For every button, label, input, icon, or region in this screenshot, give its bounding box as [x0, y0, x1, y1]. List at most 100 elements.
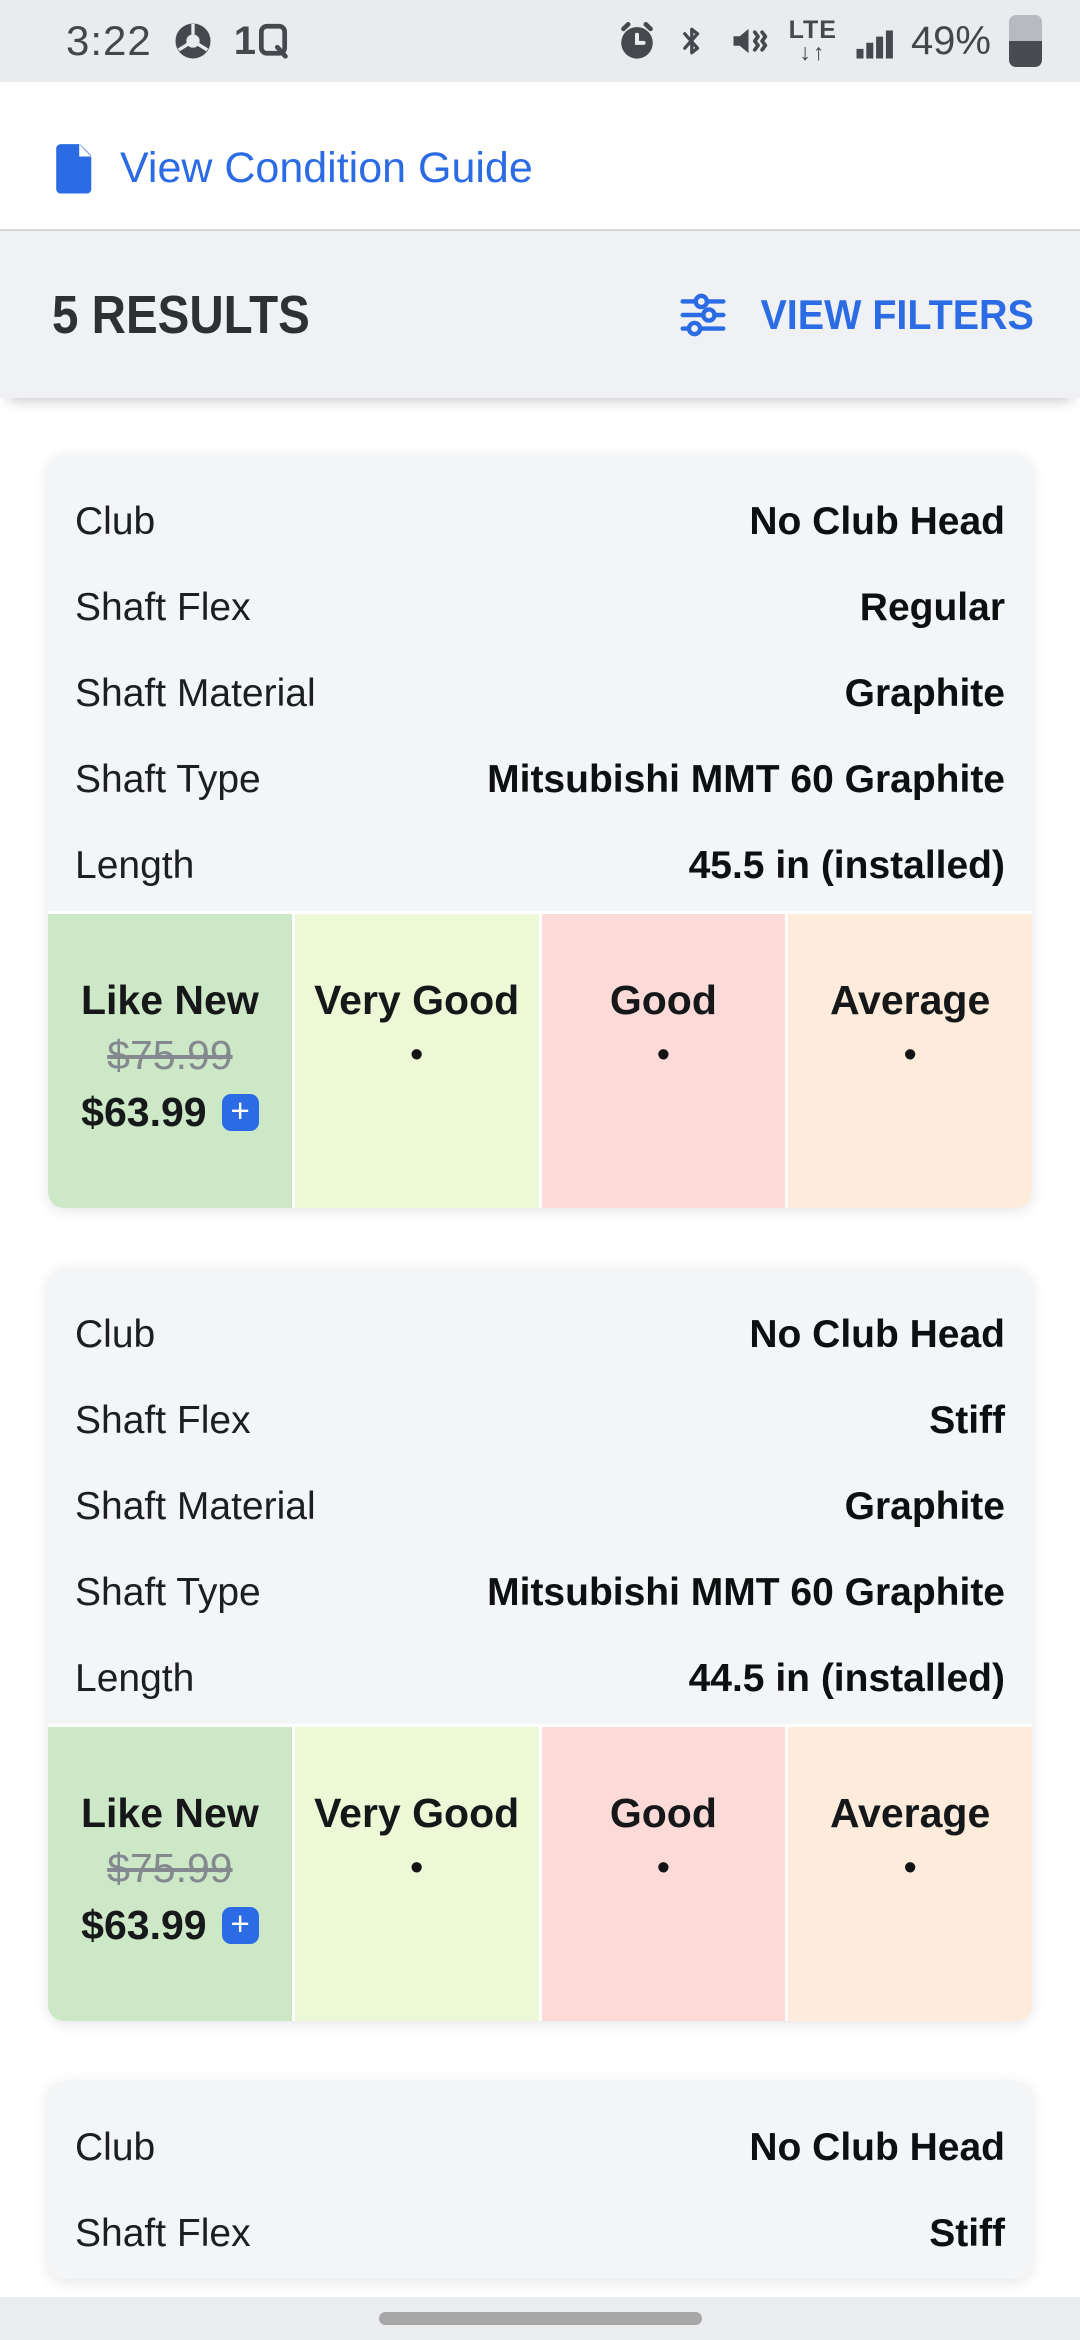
- filters-icon: [680, 293, 726, 336]
- condition-name: Good: [609, 977, 717, 1023]
- availability-dot: •: [903, 1847, 917, 1889]
- condition-guide-bar: View Condition Guide: [0, 82, 1080, 231]
- results-list: Club No Club Head Shaft Flex Regular Sha…: [0, 398, 1080, 2279]
- detail-row: Length 44.5 in (installed): [48, 1636, 1032, 1722]
- view-filters-button[interactable]: VIEW FILTERS: [679, 291, 1034, 339]
- original-price: $75.99: [107, 1845, 233, 1891]
- status-bar-left: 3:22 1: [66, 17, 288, 65]
- vibrate-mute-icon: [733, 28, 767, 54]
- condition-column-average[interactable]: Average •: [788, 914, 1032, 1208]
- detail-value: No Club Head: [749, 500, 1005, 543]
- view-filters-label: VIEW FILTERS: [760, 290, 1034, 338]
- detail-label: Club: [75, 1313, 156, 1356]
- condition-name: Like New: [81, 977, 259, 1023]
- lte-icon: LTE ↓↑: [789, 18, 837, 64]
- bluetooth-icon: [682, 27, 699, 55]
- condition-column-very-good[interactable]: Very Good •: [294, 1727, 539, 2021]
- chrome-icon: [175, 23, 211, 59]
- battery-percent: 49%: [910, 18, 991, 63]
- condition-column-good[interactable]: Good •: [541, 914, 786, 1208]
- home-indicator[interactable]: [378, 2312, 702, 2325]
- availability-dot: •: [409, 1034, 424, 1076]
- condition-name: Very Good: [314, 1790, 520, 1836]
- detail-label: Shaft Material: [75, 672, 316, 715]
- detail-label: Club: [75, 500, 156, 543]
- condition-name: Very Good: [314, 977, 520, 1023]
- detail-value: Regular: [859, 586, 1005, 629]
- detail-row: Shaft Flex Stiff: [48, 2191, 1032, 2277]
- result-card-1: Club No Club Head Shaft Flex Regular Sha…: [48, 455, 1032, 1208]
- price-row: $63.99 +: [48, 1901, 292, 1949]
- condition-column-good[interactable]: Good •: [541, 1727, 786, 2021]
- condition-name: Like New: [81, 1790, 259, 1836]
- condition-name: Good: [609, 1790, 717, 1836]
- condition-name: Average: [829, 1790, 991, 1836]
- card-details: Club No Club Head Shaft Flex Stiff: [48, 2081, 1032, 2279]
- detail-row: Club No Club Head: [48, 2105, 1032, 2191]
- detail-value: 44.5 in (installed): [688, 1657, 1005, 1700]
- status-bar: 3:22 1: [0, 0, 1080, 82]
- battery-icon: [1009, 15, 1042, 67]
- notification-count: 1: [233, 18, 256, 63]
- status-bar-right: LTE ↓↑ 49%: [615, 15, 1042, 67]
- detail-value: No Club Head: [749, 1313, 1005, 1356]
- availability-dot: •: [903, 1034, 917, 1076]
- condition-price-grid: Like New $75.99 $63.99 + Very Good • Goo…: [48, 911, 1032, 1208]
- clock-time: 3:22: [66, 17, 152, 64]
- original-price: $75.99: [107, 1032, 233, 1078]
- price-row: $63.99 +: [48, 1088, 292, 1136]
- detail-value: Stiff: [929, 2212, 1005, 2255]
- detail-row: Club No Club Head: [48, 479, 1032, 565]
- detail-row: Length 45.5 in (installed): [48, 823, 1032, 909]
- detail-value: Graphite: [844, 1485, 1005, 1528]
- condition-column-like-new[interactable]: Like New $75.99 $63.99 +: [48, 1727, 292, 2021]
- lte-label: LTE: [788, 16, 837, 44]
- detail-value: Stiff: [929, 1399, 1005, 1442]
- detail-row: Club No Club Head: [48, 1292, 1032, 1378]
- result-card-3: Club No Club Head Shaft Flex Stiff: [48, 2081, 1032, 2279]
- detail-row: Shaft Flex Stiff: [48, 1378, 1032, 1464]
- view-condition-guide-label: View Condition Guide: [120, 144, 533, 192]
- notification-app-glyph: [258, 23, 288, 59]
- detail-row: Shaft Material Graphite: [48, 1464, 1032, 1550]
- detail-label: Club: [75, 2126, 156, 2169]
- alarm-icon: [620, 22, 653, 59]
- detail-row: Shaft Material Graphite: [48, 651, 1032, 737]
- detail-value: Graphite: [844, 672, 1005, 715]
- detail-label: Shaft Flex: [75, 2212, 251, 2255]
- view-condition-guide-link[interactable]: View Condition Guide: [52, 141, 533, 197]
- detail-row: Shaft Type Mitsubishi MMT 60 Graphite: [48, 1550, 1032, 1636]
- availability-dot: •: [656, 1847, 671, 1889]
- condition-price-grid: Like New $75.99 $63.99 + Very Good • Goo…: [48, 1724, 1032, 2021]
- add-to-cart-button[interactable]: +: [221, 1906, 259, 1944]
- detail-label: Length: [75, 844, 195, 887]
- condition-column-very-good[interactable]: Very Good •: [294, 914, 539, 1208]
- availability-dot: •: [409, 1847, 424, 1889]
- availability-dot: •: [656, 1034, 671, 1076]
- detail-label: Shaft Type: [75, 1571, 261, 1614]
- detail-label: Shaft Material: [75, 1485, 316, 1528]
- detail-value: No Club Head: [749, 2126, 1005, 2169]
- signal-strength-icon: [856, 30, 893, 59]
- detail-label: Shaft Flex: [75, 586, 251, 629]
- condition-column-average[interactable]: Average •: [788, 1727, 1032, 2021]
- navigation-bar: [0, 2297, 1080, 2340]
- condition-name: Average: [829, 977, 991, 1023]
- detail-label: Shaft Type: [75, 758, 261, 801]
- condition-column-like-new[interactable]: Like New $75.99 $63.99 +: [48, 914, 292, 1208]
- lte-arrows: ↓↑: [799, 39, 827, 65]
- sale-price: $63.99: [81, 1089, 207, 1135]
- results-count: 5 RESULTS: [52, 284, 310, 345]
- detail-row: Shaft Flex Regular: [48, 565, 1032, 651]
- add-to-cart-button[interactable]: +: [221, 1093, 259, 1131]
- result-card-2: Club No Club Head Shaft Flex Stiff Shaft…: [48, 1268, 1032, 2021]
- card-details: Club No Club Head Shaft Flex Stiff Shaft…: [48, 1268, 1032, 1724]
- detail-value: 45.5 in (installed): [688, 844, 1005, 887]
- document-icon: [56, 143, 92, 194]
- detail-value: Mitsubishi MMT 60 Graphite: [487, 758, 1005, 801]
- results-header: 5 RESULTS VIEW FILTERS: [0, 231, 1080, 398]
- notification-icon-1q: 1: [234, 19, 288, 64]
- detail-value: Mitsubishi MMT 60 Graphite: [487, 1571, 1005, 1614]
- detail-label: Shaft Flex: [75, 1399, 251, 1442]
